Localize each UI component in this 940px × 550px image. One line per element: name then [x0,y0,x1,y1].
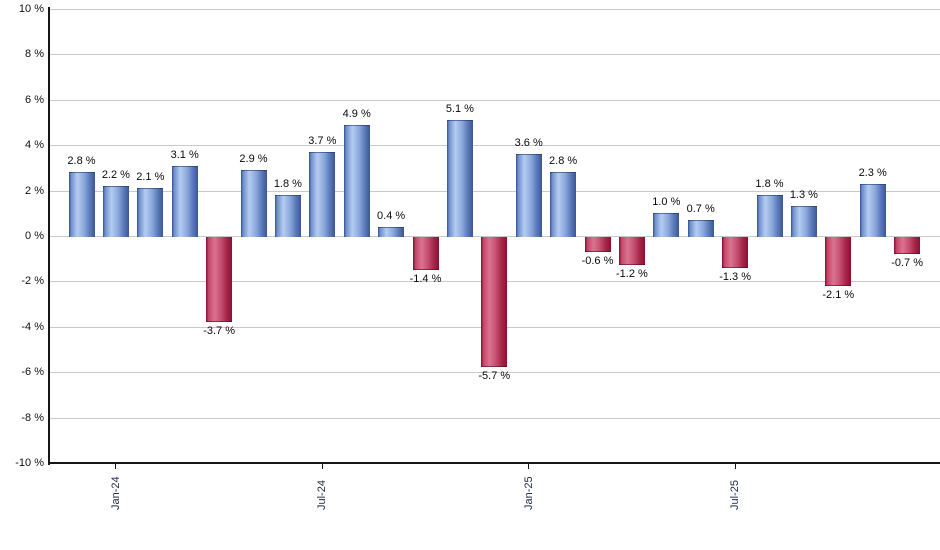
gridline [49,236,940,237]
y-axis-label: 8 % [25,48,44,60]
bar-value-label: 2.8 % [67,155,96,167]
bar-value-label: 1.0 % [652,196,681,208]
bar [825,237,852,286]
gridline [49,145,940,146]
gridline [49,100,940,101]
bar-value-label: 1.8 % [755,178,784,190]
bar-value-label: 5.1 % [445,103,474,115]
bar-value-label: 3.6 % [514,137,543,149]
bar-value-label: 2.3 % [858,167,887,179]
bar-value-label: 2.2 % [101,169,130,181]
bar [894,237,921,254]
bar-value-label: -1.3 % [719,271,751,283]
bar [171,166,198,237]
bar-value-label: 2.8 % [549,155,578,167]
bar-value-label: -1.4 % [409,273,442,285]
y-axis-label: 4 % [25,139,44,151]
gridline [49,191,940,192]
bar [274,195,301,237]
bar-value-label: -0.7 % [891,257,923,269]
bar-value-label: 0.4 % [377,210,406,222]
bar [412,237,439,270]
bar [756,195,783,237]
x-axis-tick [321,464,323,469]
bar [446,120,473,237]
bar [687,220,714,237]
x-axis-label: Jan-25 [522,476,535,510]
x-axis-label: Jan-24 [109,476,122,510]
bar [859,184,886,237]
bar-value-label: 2.9 % [239,153,268,165]
bar [618,237,645,265]
bar-value-label: 3.1 % [170,149,199,161]
bar [550,172,577,237]
bar-value-label: 1.3 % [789,189,818,201]
bar [206,237,233,322]
x-axis-tick [528,464,530,469]
y-axis-label: 10 % [18,3,44,15]
bar-value-label: -5.7 % [478,370,511,382]
x-axis-label: Jul-25 [729,480,742,510]
bar [102,186,129,237]
bar [584,237,611,252]
y-axis-label: -8 % [21,412,44,424]
bar-value-label: 0.7 % [686,203,715,215]
bar [481,237,508,367]
bar [722,237,749,268]
bar [68,172,95,237]
bar-value-label: -2.1 % [822,289,855,301]
bar-value-label: 2.1 % [136,171,165,183]
y-axis [48,7,50,465]
bar [343,125,370,237]
bar [137,188,164,237]
bar [309,152,336,237]
y-axis-label: -10 % [15,457,44,469]
y-axis-label: 2 % [25,185,44,197]
bar-value-label: -3.7 % [203,325,235,337]
bar-value-label: 3.7 % [308,135,337,147]
gridline [49,9,940,10]
x-axis [49,462,940,464]
x-axis-tick [734,464,736,469]
bar [515,154,542,237]
y-axis-label: -4 % [21,321,44,333]
bar-value-label: -0.6 % [581,255,614,267]
bar [790,206,817,237]
gridline [49,372,940,373]
bar [378,227,405,237]
y-axis-label: -2 % [21,275,44,287]
y-axis-label: -6 % [21,366,44,378]
bar [240,170,267,237]
bar [653,213,680,237]
y-axis-label: 6 % [25,94,44,106]
bar-value-label: -1.2 % [615,268,648,280]
y-axis-label: 0 % [25,230,44,242]
gridline [49,418,940,419]
gridline [49,54,940,55]
x-axis-tick [115,464,117,469]
bar-value-label: 1.8 % [273,178,302,190]
bar-value-label: 4.9 % [342,108,371,120]
x-axis-label: Jul-24 [316,480,329,510]
